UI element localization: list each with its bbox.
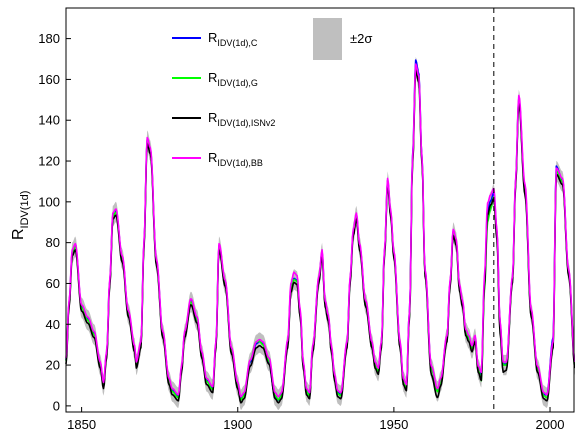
y-axis-label-main: R [10, 228, 27, 240]
y-tick-label: 100 [38, 194, 60, 209]
legend-label-sub: IDV(1d),G [217, 78, 258, 88]
y-tick-label: 120 [38, 154, 60, 169]
x-tick-label: 1850 [67, 417, 96, 432]
legend-band-swatch [313, 18, 342, 60]
legend-label-4: RIDV(1d),BB [208, 150, 263, 168]
y-axis-label: RIDV(1d) [10, 191, 31, 240]
axes-frame [65, 7, 575, 413]
legend-label-main: R [208, 150, 217, 165]
legend-label-main: R [208, 30, 217, 45]
y-tick-label: 80 [46, 235, 60, 250]
y-tick-label: 180 [38, 31, 60, 46]
y-tick-label: 40 [46, 317, 60, 332]
legend-label-2: RIDV(1d),G [208, 70, 258, 88]
x-tick-label: 1900 [223, 417, 252, 432]
legend-label-sub: IDV(1d),ISNv2 [217, 118, 275, 128]
legend: RIDV(1d),CRIDV(1d),GRIDV(1d),ISNv2RIDV(1… [172, 18, 372, 168]
legend-label-main: R [208, 70, 217, 85]
y-tick-label: 60 [46, 276, 60, 291]
series-line-4 [65, 63, 575, 398]
legend-label-1: RIDV(1d),C [208, 30, 258, 48]
y-tick-label: 140 [38, 113, 60, 128]
x-tick-label: 1950 [379, 417, 408, 432]
y-tick-label: 160 [38, 72, 60, 87]
legend-label-sub: IDV(1d),BB [217, 158, 263, 168]
y-tick-label: 0 [53, 398, 60, 413]
y-axis-label-text: RIDV(1d) [10, 191, 31, 240]
y-axis-label-sub: IDV(1d) [19, 191, 31, 229]
series-lines-layer [65, 59, 575, 404]
axis-ticks-layer: 0 20 40 60 80 100 120 140 160 180 1850 1900 1950 2000 [38, 31, 564, 432]
legend-label-main: R [208, 110, 217, 125]
legend-label-sub: IDV(1d),C [217, 38, 258, 48]
legend-band-label: ±2σ [350, 31, 372, 46]
legend-label-3: RIDV(1d),ISNv2 [208, 110, 275, 128]
y-tick-label: 20 [46, 358, 60, 373]
x-tick-label: 2000 [536, 417, 565, 432]
